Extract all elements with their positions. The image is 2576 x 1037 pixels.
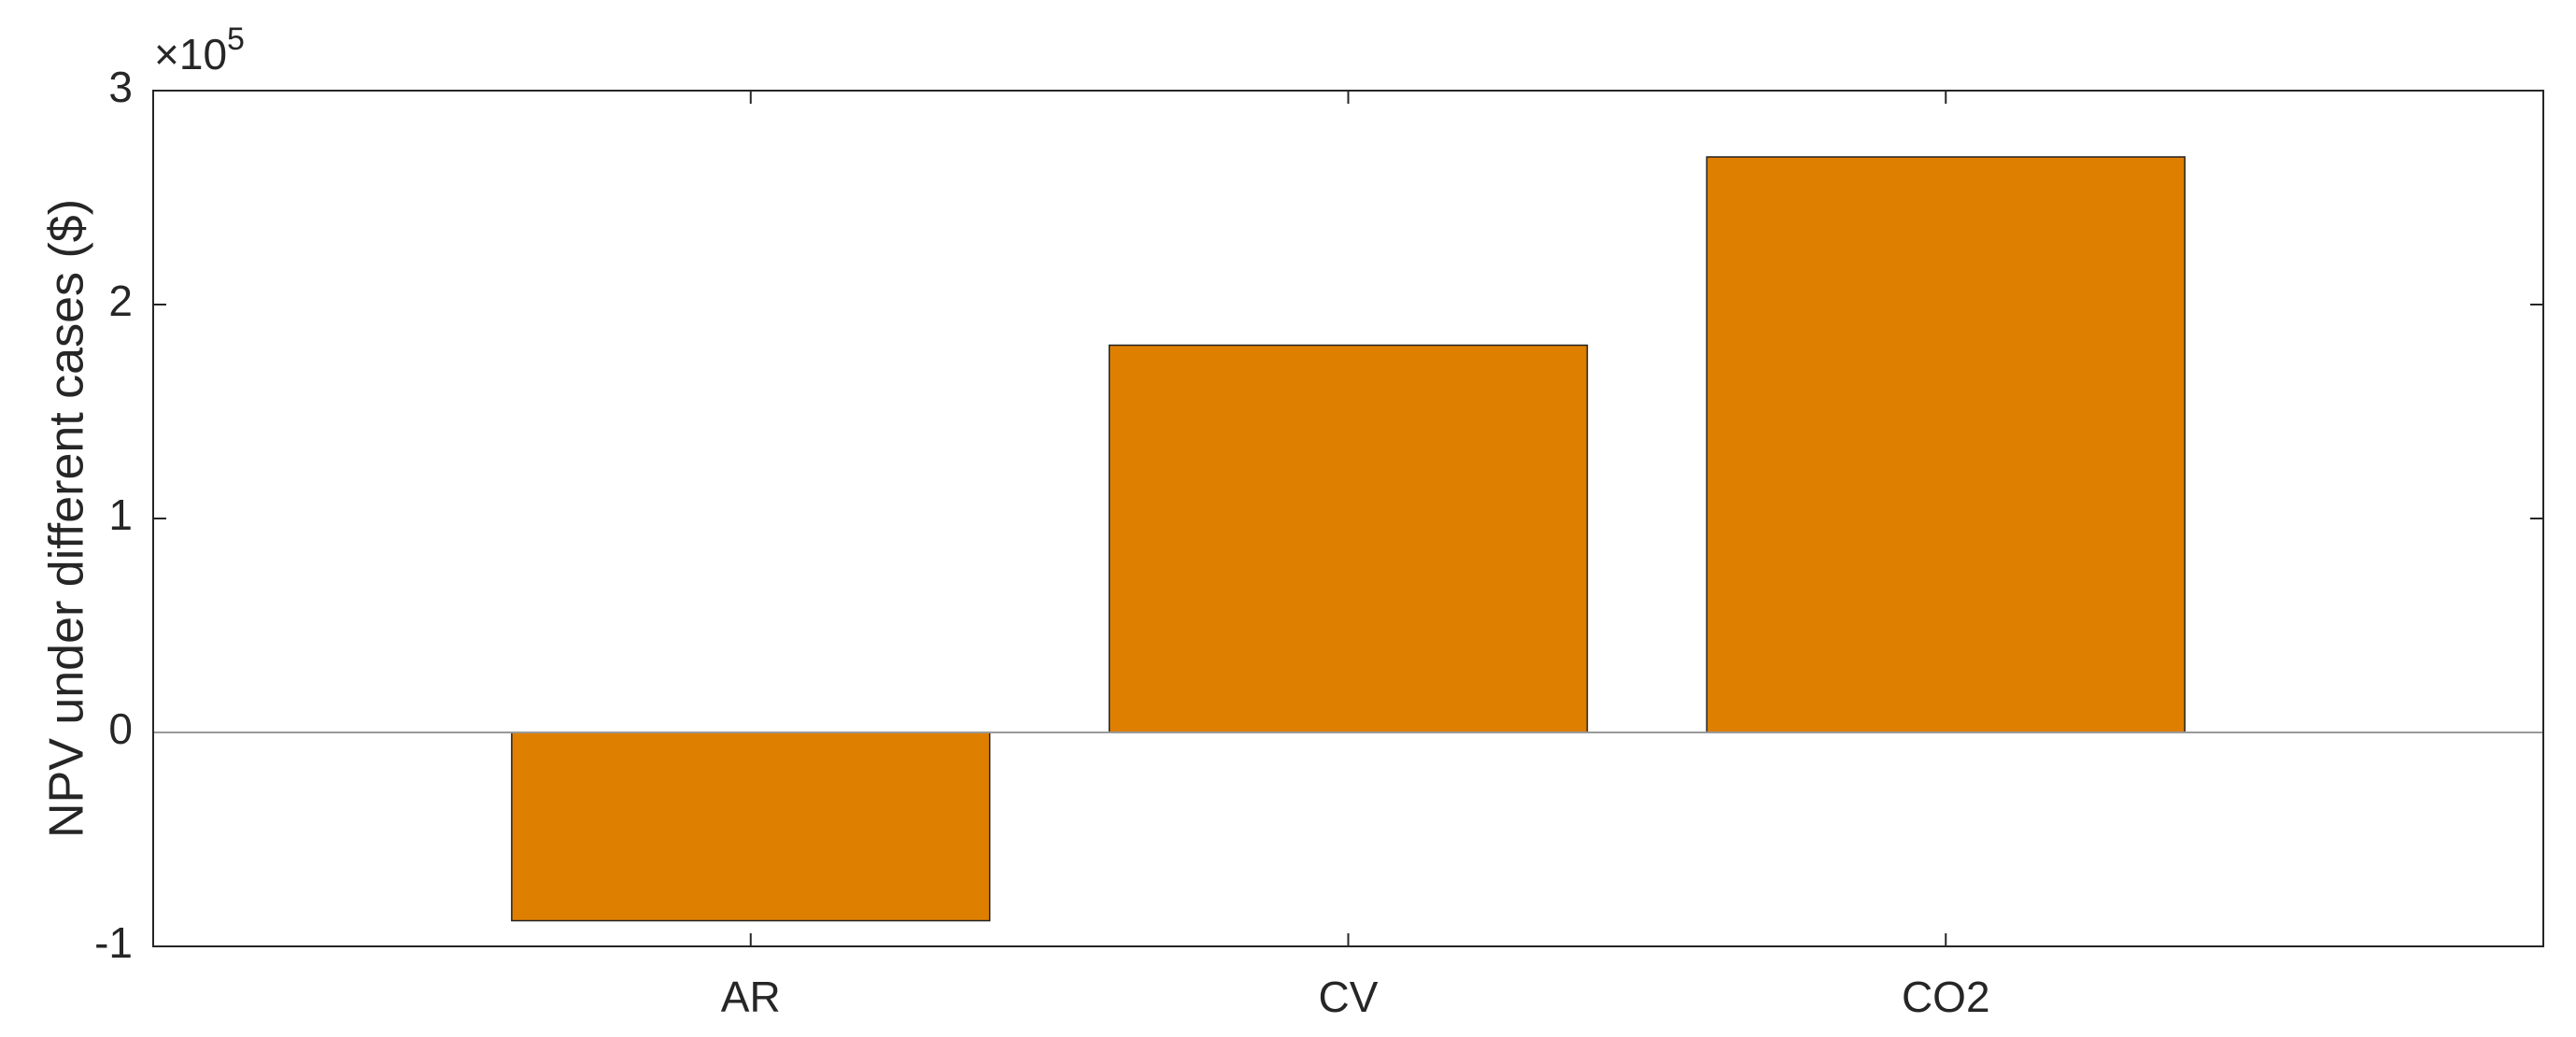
y-tick-label: 2 — [108, 277, 133, 325]
y-multiplier: ×105 — [154, 21, 245, 78]
x-tick-label: AR — [721, 973, 781, 1021]
y-tick-label: 3 — [108, 63, 133, 111]
multiplier-base: ×10 — [154, 30, 227, 78]
x-tick-label: CV — [1319, 973, 1379, 1021]
y-tick-label: 1 — [108, 490, 133, 539]
y-tick-label: -1 — [94, 918, 133, 967]
y-axis-label: NPV under different cases ($) — [40, 199, 94, 838]
multiplier-exponent: 5 — [227, 21, 245, 57]
bar — [1706, 156, 2186, 733]
x-tick-label: CO2 — [1902, 973, 1990, 1021]
plot-frame — [152, 90, 2544, 947]
bar — [1108, 344, 1589, 733]
y-tick-label: 0 — [108, 704, 133, 753]
bar — [511, 732, 991, 922]
